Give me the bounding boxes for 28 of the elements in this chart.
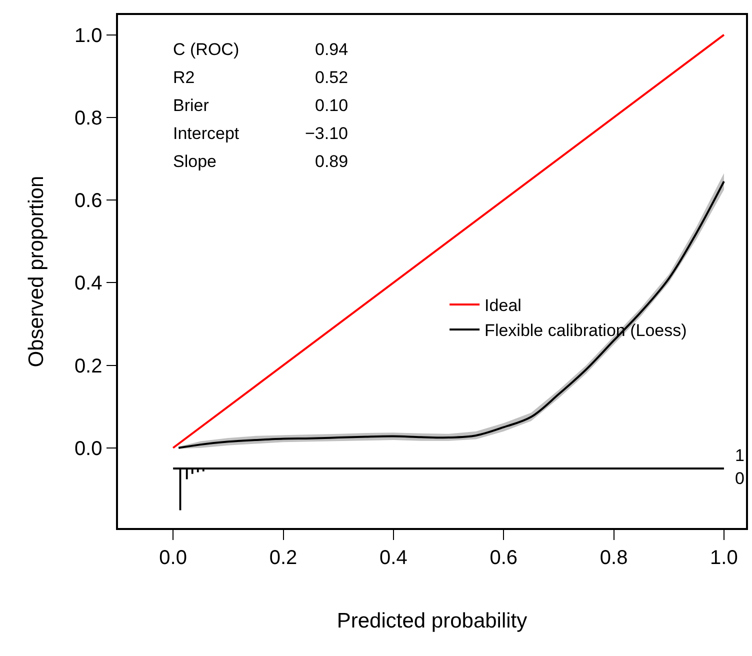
legend-label: Ideal [484,296,522,316]
x-tick-label: 0.0 [159,546,187,569]
annotation: 1 [735,446,744,465]
y-tick-label: 0.4 [74,272,102,295]
x-axis-title: Predicted probability [336,609,528,632]
annotation: Intercept [173,124,240,143]
y-tick-label: 0.2 [74,355,102,378]
y-tick-label: 0.8 [74,107,102,130]
annotation: −3.10 [305,124,348,143]
annotation: 0.10 [315,96,348,115]
annotation: 0 [735,469,744,488]
x-tick-label: 0.8 [600,546,628,569]
y-tick-label: 0.0 [74,438,102,460]
annotation: Slope [173,152,216,171]
annotation: 0.94 [315,40,348,59]
y-tick-label: 1.0 [74,24,102,47]
x-tick-label: 0.2 [269,546,298,569]
x-tick-label: 0.4 [380,546,408,569]
annotation: C (ROC) [173,40,240,59]
annotation: 0.89 [315,152,348,171]
annotation: 0.52 [315,68,348,87]
legend-label: Flexible calibration (Loess) [484,321,687,340]
annotation: Brier [173,96,210,115]
y-axis-title: Observed proportion [25,176,48,368]
x-tick-label: 1.0 [710,546,738,569]
x-tick-label: 0.6 [490,546,518,569]
y-tick-label: 0.6 [74,190,102,212]
annotation: R2 [173,68,195,87]
